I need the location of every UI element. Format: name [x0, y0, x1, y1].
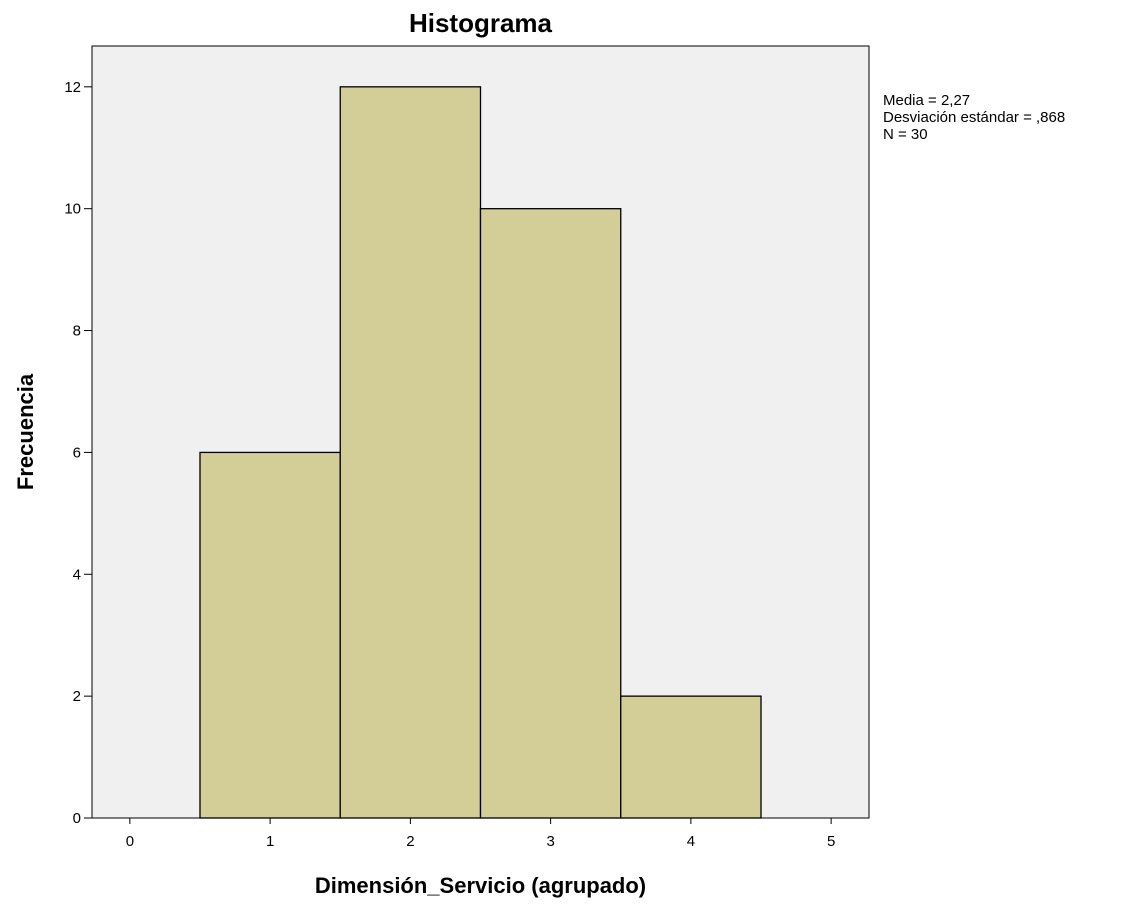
- y-tick-label: 4: [73, 566, 81, 583]
- y-tick-label: 2: [73, 688, 81, 705]
- x-tick-label: 4: [687, 833, 695, 850]
- histogram-bar-2: [339, 86, 482, 819]
- bars-group: [199, 86, 762, 819]
- histogram-bar-1: [199, 451, 341, 819]
- y-tick-label: 0: [73, 810, 81, 827]
- x-tick-label: 5: [827, 833, 835, 850]
- y-tick-label: 10: [64, 201, 81, 218]
- histogram-bar-4: [620, 695, 762, 819]
- y-tick-label: 6: [73, 444, 81, 461]
- x-axis: 0 1 2 3 4 5: [126, 818, 835, 850]
- chart-title: Histograma: [409, 8, 553, 38]
- y-axis: 0 2 4 6 8 10 12: [64, 79, 92, 827]
- x-tick-label: 3: [546, 833, 554, 850]
- y-axis-title: Frecuencia: [13, 373, 38, 490]
- x-tick-label: 0: [126, 833, 134, 850]
- stats-line: Media = 2,27: [883, 92, 970, 109]
- stats-line: Desviación estándar = ,868: [883, 109, 1065, 126]
- y-tick-label: 8: [73, 323, 81, 340]
- y-tick-label: 12: [64, 79, 81, 96]
- histogram-bar-3: [479, 208, 622, 819]
- x-axis-title: Dimensión_Servicio (agrupado): [315, 873, 646, 898]
- x-tick-label: 2: [406, 833, 414, 850]
- stats-line: N = 30: [883, 126, 928, 143]
- x-tick-label: 1: [266, 833, 274, 850]
